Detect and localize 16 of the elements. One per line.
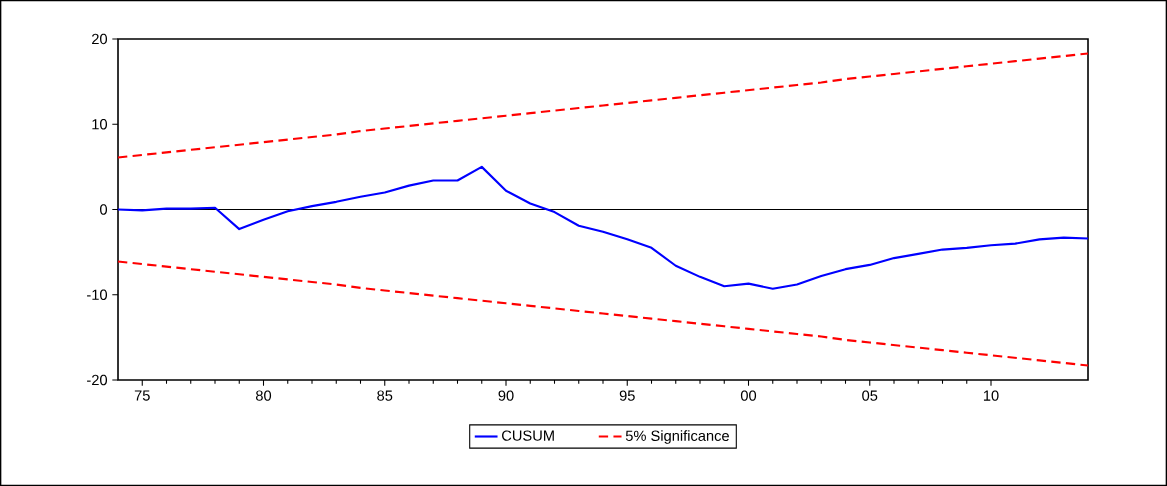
y-tick-label: -20 — [87, 374, 108, 386]
x-tick-label: 95 — [619, 390, 635, 401]
y-tick-label: 0 — [100, 204, 108, 215]
x-tick-label: 85 — [377, 390, 393, 401]
y-tick-label: -10 — [87, 289, 108, 300]
x-tick-label: 80 — [255, 390, 272, 401]
legend-label: CUSUM — [502, 430, 554, 441]
x-tick-label: 10 — [983, 390, 999, 401]
x-tick-label: 00 — [740, 390, 757, 401]
x-tick-label: 75 — [134, 390, 150, 401]
legend-label: 5% Significance — [625, 430, 729, 444]
y-tick-label: 10 — [92, 119, 108, 130]
line-series — [116, 165, 1090, 290]
x-tick-label: 90 — [498, 390, 514, 401]
y-tick-label: 20 — [92, 33, 108, 45]
x-tick-label: 05 — [862, 390, 878, 401]
